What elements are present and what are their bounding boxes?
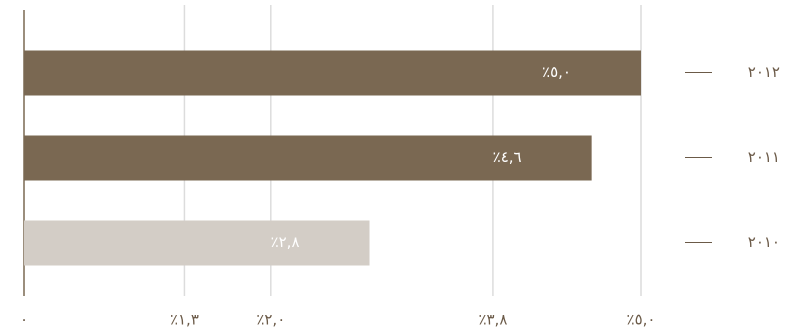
- x-tick-label: ٠: [20, 311, 28, 329]
- x-tick-label: ٪١,٣: [170, 311, 199, 329]
- y-tick-label: ٢٠١٠: [748, 233, 780, 251]
- bar-label: ٪٤,٦: [493, 148, 522, 166]
- bar: [24, 50, 641, 96]
- x-tick-label: ٪٣,٨: [478, 311, 507, 329]
- x-tick-label: ٪٢,٠: [256, 311, 285, 329]
- bar-label: ٪٥,٠: [542, 63, 571, 81]
- bar-label: ٪٢,٨: [271, 233, 300, 251]
- bar: [24, 220, 370, 266]
- bar: [24, 135, 592, 181]
- y-tick-label: ٢٠١١: [748, 148, 780, 166]
- y-tick-label: ٢٠١٢: [748, 63, 780, 81]
- x-tick-label: ٪٥,٠: [627, 311, 656, 329]
